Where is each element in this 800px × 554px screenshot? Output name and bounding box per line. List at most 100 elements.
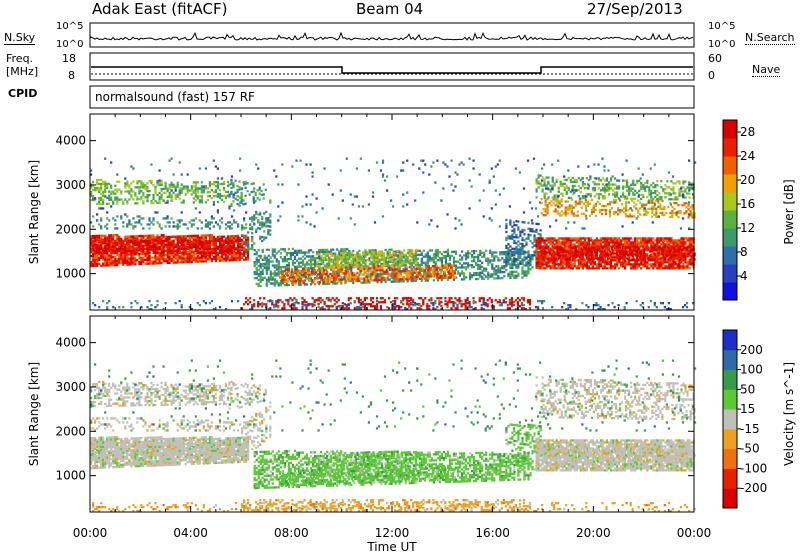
data-cell (122, 221, 125, 224)
data-cell (569, 265, 572, 268)
data-cell (349, 276, 352, 279)
data-cell (412, 279, 415, 283)
data-cell (634, 267, 637, 270)
data-cell (311, 279, 314, 282)
data-cell (162, 244, 165, 247)
data-cell (148, 262, 151, 265)
data-cell (222, 241, 226, 244)
data-cell (688, 237, 691, 240)
data-cell (106, 245, 109, 248)
data-cell (605, 241, 609, 244)
data-cell (162, 251, 165, 254)
data-cell (676, 259, 679, 262)
data-cell (220, 245, 224, 248)
data-cell (299, 261, 303, 264)
power-data (90, 157, 697, 311)
data-cell (443, 266, 446, 269)
data-cell (230, 247, 234, 250)
data-cell (132, 259, 135, 262)
data-cell (124, 235, 127, 238)
data-cell (106, 242, 109, 245)
data-cell (259, 266, 262, 270)
data-cell (684, 265, 687, 268)
data-cell (158, 223, 161, 226)
data-cell (589, 243, 592, 246)
data-cell (196, 245, 199, 248)
data-cell (206, 221, 209, 224)
data-cell (271, 250, 274, 253)
data-cell (210, 221, 213, 224)
data-cell (491, 273, 494, 276)
data-cell (509, 270, 512, 274)
data-cell (212, 255, 215, 259)
data-cell (170, 253, 173, 256)
data-cell (535, 253, 538, 256)
data-cell (597, 267, 601, 270)
data-cell (294, 270, 298, 273)
data-cell (581, 261, 584, 264)
data-cell (419, 275, 422, 278)
data-cell (235, 256, 238, 260)
data-cell (102, 194, 105, 197)
data-cell (326, 282, 329, 285)
data-cell (662, 267, 665, 270)
data-cell (539, 241, 542, 244)
data-cell (501, 251, 504, 254)
data-cell (432, 267, 435, 270)
data-cell (670, 239, 673, 242)
data-cell (350, 261, 353, 264)
data-cell (304, 267, 308, 271)
data-cell (284, 278, 287, 281)
data-cell (328, 250, 331, 253)
data-cell (198, 246, 201, 249)
data-cell (138, 215, 141, 218)
data-cell (132, 239, 135, 242)
data-cell (208, 195, 211, 198)
data-cell (364, 265, 367, 268)
data-cell (142, 244, 145, 248)
data-cell (90, 235, 93, 238)
data-cell (451, 272, 455, 275)
data-cell (426, 253, 429, 256)
data-cell (188, 252, 191, 256)
data-cell (523, 245, 526, 248)
data-cell (112, 248, 115, 251)
data-cell (403, 263, 406, 266)
data-cell (503, 271, 506, 274)
data-cell (537, 239, 540, 242)
data-cell (561, 267, 564, 270)
data-cell (249, 223, 252, 226)
data-cell (255, 212, 258, 216)
data-cell (228, 193, 231, 196)
data-cell (194, 236, 197, 239)
data-cell (271, 260, 274, 263)
data-cell (338, 256, 341, 259)
data-cell (126, 247, 129, 250)
data-cell (433, 264, 436, 268)
data-cell (509, 249, 512, 252)
data-cell (471, 254, 474, 257)
data-cell (265, 266, 268, 269)
data-cell (236, 199, 239, 202)
data-cell (384, 256, 387, 260)
data-cell (636, 263, 639, 266)
data-cell (154, 250, 157, 253)
data-cell (194, 187, 197, 190)
data-cell (178, 235, 181, 238)
data-cell (212, 241, 215, 244)
data-cell (517, 272, 520, 275)
data-cell (624, 263, 627, 266)
data-cell (286, 270, 289, 273)
data-cell (259, 264, 262, 268)
data-cell (406, 252, 409, 255)
data-cell (567, 261, 570, 264)
data-cell (330, 258, 333, 261)
data-cell (253, 249, 256, 252)
data-cell (579, 263, 582, 266)
data-cell (517, 266, 520, 269)
data-cell (427, 275, 430, 278)
data-cell (601, 267, 605, 270)
data-cell (422, 261, 425, 264)
data-cell (589, 239, 592, 242)
data-cell (607, 263, 611, 266)
